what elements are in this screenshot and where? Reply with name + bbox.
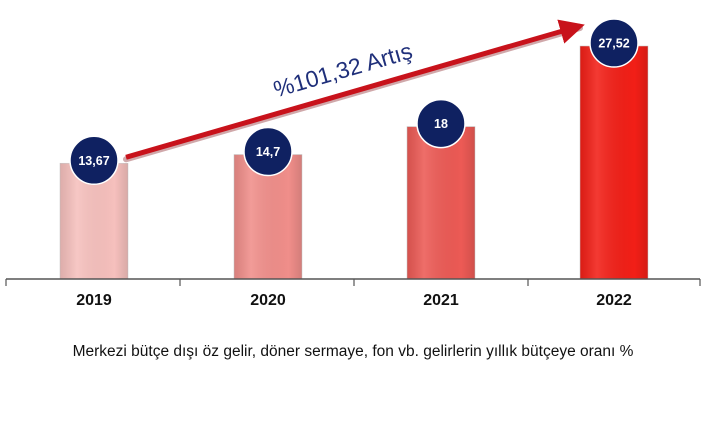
bar-shade-2021 xyxy=(407,126,475,279)
data-label-2019: 13,67 xyxy=(78,154,109,168)
data-label-2020: 14,7 xyxy=(256,145,280,159)
value-bubble-2019 xyxy=(69,135,119,186)
chart-caption: Merkezi bütçe dışı öz gelir, döner serma… xyxy=(72,343,634,360)
value-bubble-2022 xyxy=(589,18,639,68)
x-tick-label-2019: 2019 xyxy=(76,292,112,309)
x-tick-label-2021: 2021 xyxy=(423,292,459,309)
annotation-arrow xyxy=(125,19,585,160)
chart-area: %101,32 Artış 13,67 14,7 18 27,52 2019 2020 2… xyxy=(5,18,701,309)
value-bubble-2020 xyxy=(243,126,293,177)
bar-shade-2022 xyxy=(580,45,648,280)
data-label-2022: 27,52 xyxy=(598,36,629,50)
data-label-2021: 18 xyxy=(434,117,448,131)
value-bubble-2021 xyxy=(416,98,466,149)
x-tick-label-2022: 2022 xyxy=(596,292,632,309)
x-tick-label-2020: 2020 xyxy=(250,292,286,309)
